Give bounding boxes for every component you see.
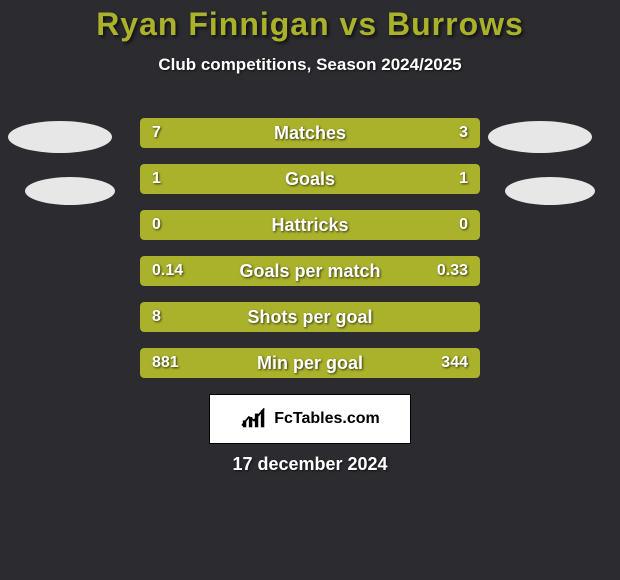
stat-label: Matches bbox=[140, 118, 480, 148]
stat-label: Shots per goal bbox=[140, 302, 480, 332]
subtitle: Club competitions, Season 2024/2025 bbox=[0, 55, 620, 75]
stat-rows: 73Matches 11Goals 00Hattricks 0.140.33Goals… bbox=[0, 118, 620, 394]
comparison-infographic: Ryan Finnigan vs Burrows Club competitio… bbox=[0, 0, 620, 580]
brand-chart-icon bbox=[240, 405, 268, 434]
page-title: Ryan Finnigan vs Burrows bbox=[0, 0, 620, 43]
stat-row: 11Goals bbox=[0, 164, 620, 194]
date-text: 17 december 2024 bbox=[0, 454, 620, 475]
stat-label: Goals per match bbox=[140, 256, 480, 286]
stat-row: 00Hattricks bbox=[0, 210, 620, 240]
stat-label: Min per goal bbox=[140, 348, 480, 378]
stat-row: 881344Min per goal bbox=[0, 348, 620, 378]
stat-row: 73Matches bbox=[0, 118, 620, 148]
brand-badge: FcTables.com bbox=[209, 394, 411, 444]
stat-row: 8Shots per goal bbox=[0, 302, 620, 332]
brand-text: FcTables.com bbox=[274, 410, 380, 428]
stat-label: Goals bbox=[140, 164, 480, 194]
stat-label: Hattricks bbox=[140, 210, 480, 240]
stat-row: 0.140.33Goals per match bbox=[0, 256, 620, 286]
